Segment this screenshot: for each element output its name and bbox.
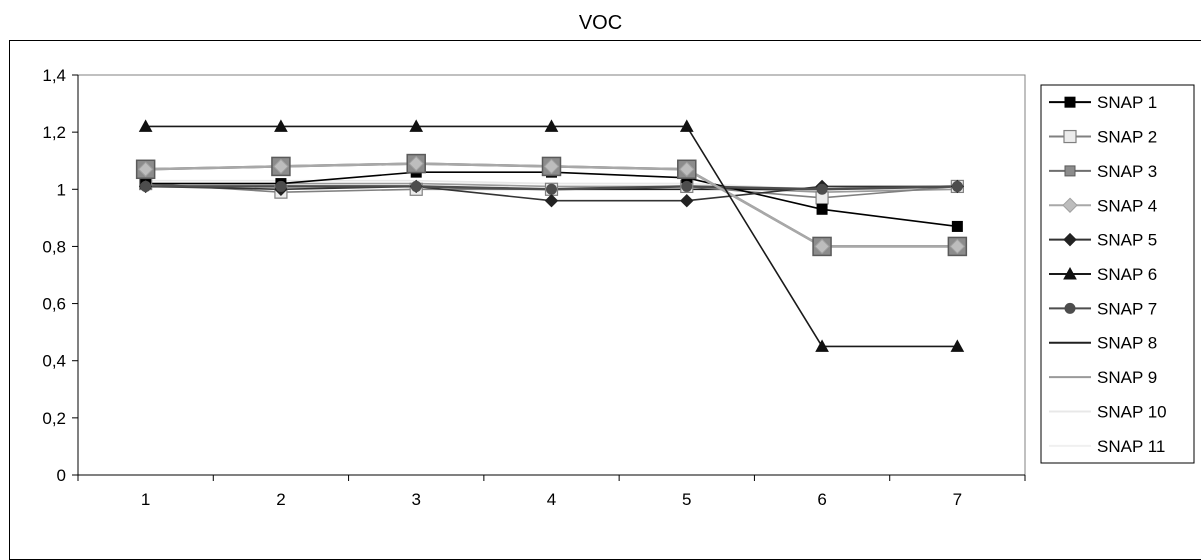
data-point <box>951 220 963 232</box>
y-tick-label: 0,2 <box>42 409 66 428</box>
data-point <box>546 183 557 195</box>
data-point <box>137 161 154 177</box>
data-point <box>544 119 559 132</box>
data-point <box>679 119 694 132</box>
legend-label: SNAP 11 <box>1097 437 1165 456</box>
y-tick-label: 0 <box>57 466 66 485</box>
x-tick-label: 6 <box>817 490 826 509</box>
legend-label: SNAP 5 <box>1097 231 1157 250</box>
x-tick-label: 3 <box>411 490 420 509</box>
data-point <box>408 155 424 172</box>
data-point <box>1063 232 1077 247</box>
y-tick-label: 0,4 <box>42 352 66 371</box>
data-point <box>275 180 287 192</box>
data-point <box>274 119 288 132</box>
x-tick-label: 2 <box>276 490 285 509</box>
data-point <box>1064 302 1076 314</box>
legend-label: SNAP 7 <box>1097 299 1157 318</box>
y-tick-label: 1 <box>57 180 66 199</box>
data-point <box>1063 266 1077 280</box>
data-point <box>950 339 965 352</box>
data-point <box>680 194 694 208</box>
x-tick-label: 4 <box>547 490 556 509</box>
data-point <box>681 180 693 192</box>
chart-canvas: 0 0,2 0,4 0,6 0,8 1 1,2 1,4 1 2 3 4 5 6 7 SNAP 1 SNAP 2 S… <box>42 66 1195 509</box>
legend-label: SNAP 9 <box>1097 368 1157 387</box>
data-point <box>815 339 829 352</box>
data-point <box>816 203 828 215</box>
legend-label: SNAP 2 <box>1097 128 1157 147</box>
data-point <box>814 238 830 255</box>
data-point <box>138 119 153 132</box>
data-point <box>679 161 695 177</box>
legend-label: SNAP 8 <box>1097 334 1157 353</box>
legend-label: SNAP 10 <box>1097 402 1167 421</box>
chart: VOC 0 0,2 0,4 0,6 0,8 1 1,2 1,4 1 2 3 4 5 6 7 SNAP 1 SNA… <box>9 12 1201 560</box>
data-point <box>140 180 152 192</box>
legend-label: SNAP 6 <box>1097 265 1157 284</box>
x-tick-label: 7 <box>953 490 962 509</box>
legend-label: SNAP 3 <box>1097 162 1157 181</box>
x-tick-label: 1 <box>141 490 150 509</box>
data-point <box>409 119 424 132</box>
plot-area <box>77 74 1026 476</box>
data-point <box>1062 197 1078 213</box>
x-tick-label: 5 <box>682 490 691 509</box>
chart-title: VOC <box>578 12 623 34</box>
legend-label: SNAP 4 <box>1097 196 1157 215</box>
data-point <box>544 194 559 208</box>
data-point <box>951 180 963 192</box>
y-tick-label: 0,6 <box>42 295 66 314</box>
y-tick-label: 1,2 <box>42 123 66 142</box>
data-point <box>410 180 422 192</box>
y-tick-label: 0,8 <box>42 237 66 256</box>
data-point <box>949 238 966 255</box>
data-point <box>273 158 289 175</box>
data-point <box>543 158 560 175</box>
data-point <box>1064 96 1076 108</box>
legend-label: SNAP 1 <box>1097 93 1157 112</box>
legend-marker <box>1064 165 1076 177</box>
data-point <box>1063 129 1077 144</box>
y-tick-label: 1,4 <box>42 66 66 85</box>
data-point <box>816 183 828 195</box>
